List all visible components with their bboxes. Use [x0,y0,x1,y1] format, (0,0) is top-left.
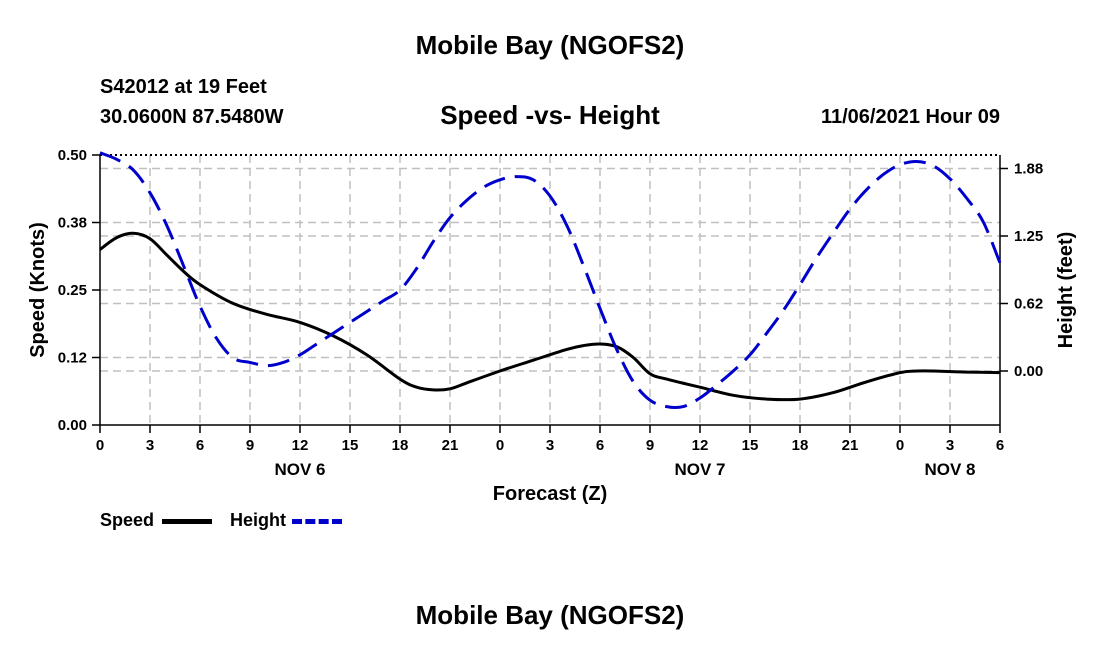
y-tick-label: 0.25 [58,282,87,299]
x-tick-label: 6 [996,437,1004,454]
legend-height-swatch [292,519,342,524]
x-tick-label: 9 [246,437,254,454]
x-tick-label: 9 [646,437,654,454]
y2-tick-label: 1.25 [1014,228,1043,245]
x-axis-label: Forecast (Z) [493,483,607,505]
legend-speed-label: Speed [100,510,155,530]
x-tick-label: 0 [496,437,504,454]
x-tick-label: 18 [392,437,409,454]
legend-height-label: Height [230,510,286,530]
x-tick-label: 15 [742,437,759,454]
legend-speed-swatch [162,519,212,524]
y2-tick-label: 0.62 [1014,296,1043,313]
forecast-datetime: 11/06/2021 Hour 09 [820,106,1000,128]
day-label: NOV 8 [924,460,975,479]
x-tick-label: 21 [442,437,459,454]
y2-axis-label: Height (feet) [1055,232,1077,349]
x-tick-label: 12 [292,437,309,454]
x-tick-label: 3 [146,437,154,454]
x-tick-label: 6 [596,437,604,454]
y2-tick-label: 1.88 [1014,161,1043,178]
x-tick-label: 12 [692,437,709,454]
station-label: S42012 at 19 Feet [100,76,267,98]
day-label: NOV 7 [674,460,725,479]
y-tick-label: 0.00 [58,417,87,434]
chart-subtitle: Speed -vs- Height [440,100,660,130]
y-axis-label: Speed (Knots) [27,222,49,358]
x-tick-label: 0 [896,437,904,454]
x-tick-label: 0 [96,437,104,454]
y-tick-label: 0.38 [58,215,87,232]
x-tick-label: 6 [196,437,204,454]
y2-tick-label: 0.00 [1014,363,1043,380]
coordinates-label: 30.0600N 87.5480W [100,106,284,128]
page-title: Mobile Bay (NGOFS2) [415,30,685,60]
x-tick-label: 18 [792,437,809,454]
x-tick-label: 3 [946,437,954,454]
height-series-line [99,151,1002,410]
y-tick-label: 0.50 [58,147,87,164]
day-label: NOV 6 [274,460,325,479]
x-tick-label: 15 [342,437,359,454]
x-tick-label: 3 [546,437,554,454]
footer-title: Mobile Bay (NGOFS2) [415,600,685,630]
speed-series-line [99,231,1001,402]
y-tick-label: 0.12 [58,350,87,367]
x-tick-label: 21 [842,437,859,454]
